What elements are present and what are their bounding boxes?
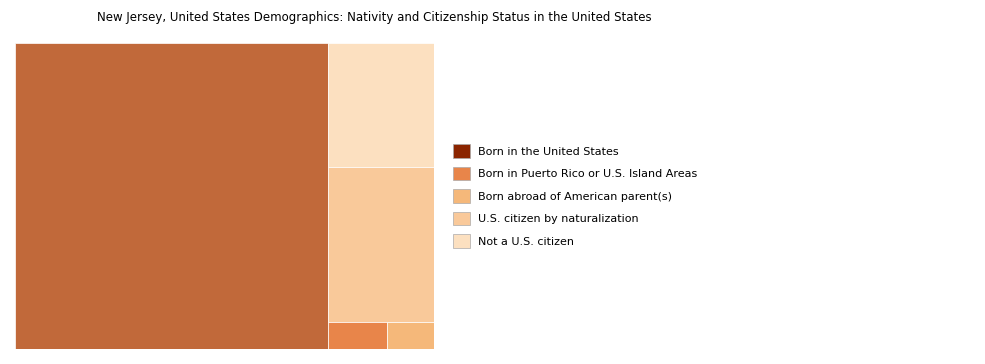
Bar	[15, 43, 328, 349]
Text: New Jersey, United States Demographics: Nativity and Citizenship Status in the U: New Jersey, United States Demographics: …	[97, 11, 652, 24]
Bar	[328, 167, 434, 322]
Bar	[328, 322, 387, 349]
Bar	[387, 322, 434, 349]
Legend: Born in the United States, Born in Puerto Rico or U.S. Island Areas, Born abroad: Born in the United States, Born in Puert…	[448, 140, 702, 252]
Bar	[328, 43, 434, 167]
